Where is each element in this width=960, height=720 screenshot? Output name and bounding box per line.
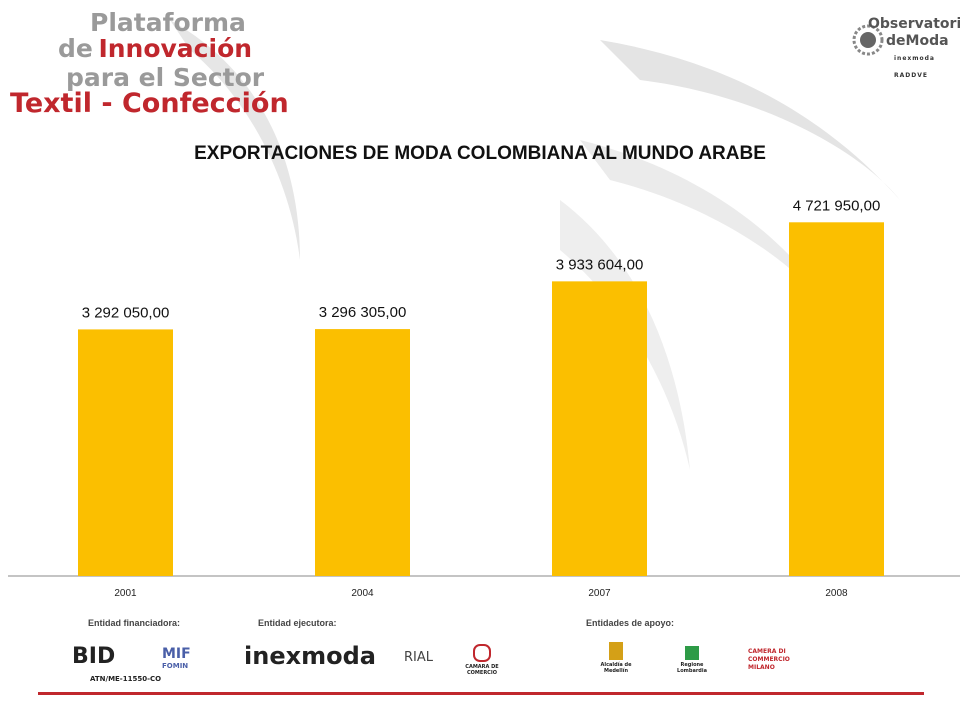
data-label-2008: 4 721 950,00 — [793, 197, 881, 214]
data-label-2007: 3 933 604,00 — [556, 256, 644, 273]
financing-label: Entidad financiadora: — [88, 618, 181, 628]
brand-line-2: de Innovación — [58, 36, 289, 65]
bid-logo-text: BID — [72, 644, 116, 669]
data-label-2004: 3 296 305,00 — [319, 304, 407, 321]
camera-commercio-milano-logo: CAMERA DI COMMERCIO MILANO — [748, 648, 790, 671]
bar-2001 — [78, 329, 173, 576]
brand-line-2b: Innovación — [98, 34, 253, 63]
brand-line-1: Plataforma — [90, 8, 246, 37]
observatorio-line2: deModa — [886, 33, 949, 49]
brand-line-3: para el Sector — [66, 63, 265, 92]
support-label: Entidades de apoyo: — [586, 618, 675, 628]
x-tick-2001: 2001 — [114, 588, 137, 599]
alcaldia-logo: Alcaldía de Medellín — [596, 642, 636, 674]
observatorio-line1: Observatorio — [868, 16, 960, 32]
regione-lombardia-logo: Regione Lombardia — [670, 646, 714, 674]
bar-2008 — [789, 222, 884, 577]
regione-text: Regione Lombardia — [677, 662, 707, 674]
camara-comercio-logo: CAMARA DE COMERCIO — [452, 644, 512, 676]
observatorio-sun-icon — [852, 24, 884, 56]
brand-line-2a: de — [58, 34, 93, 63]
executing-label: Entidad ejecutora: — [258, 618, 337, 628]
alcaldia-text: Alcaldía de Medellín — [600, 662, 632, 674]
bid-code: ATN/ME-11550-CO — [90, 675, 162, 683]
x-tick-2008: 2008 — [825, 588, 848, 599]
observatorio-logo: Observatorio deModa inexmoda RADDVE — [868, 16, 960, 84]
observatorio-line3: inexmoda RADDVE — [894, 55, 935, 79]
footer-rule — [38, 692, 924, 695]
camara-text: CAMARA DE COMERCIO — [465, 664, 499, 676]
mif-logo-text: MIF — [162, 646, 191, 662]
mif-logo: MIF FOMIN — [162, 646, 191, 670]
brand-line-4: Textil - Confección — [10, 88, 289, 119]
inexmoda-logo: inexmoda — [244, 642, 376, 670]
bar-2007 — [552, 281, 647, 576]
x-tick-2004: 2004 — [351, 588, 374, 599]
platform-brand-logo: Plataforma de Innovación para el Sector … — [10, 8, 289, 119]
bar-2004 — [315, 329, 410, 576]
chart-title: EXPORTACIONES DE MODA COLOMBIANA AL MUND… — [194, 143, 766, 164]
x-tick-2007: 2007 — [588, 588, 611, 599]
data-label-2001: 3 292 050,00 — [82, 304, 170, 321]
mif-logo-sub: FOMIN — [162, 662, 189, 670]
rial-logo: RIAL — [404, 650, 434, 665]
bid-logo: BID — [72, 644, 115, 669]
